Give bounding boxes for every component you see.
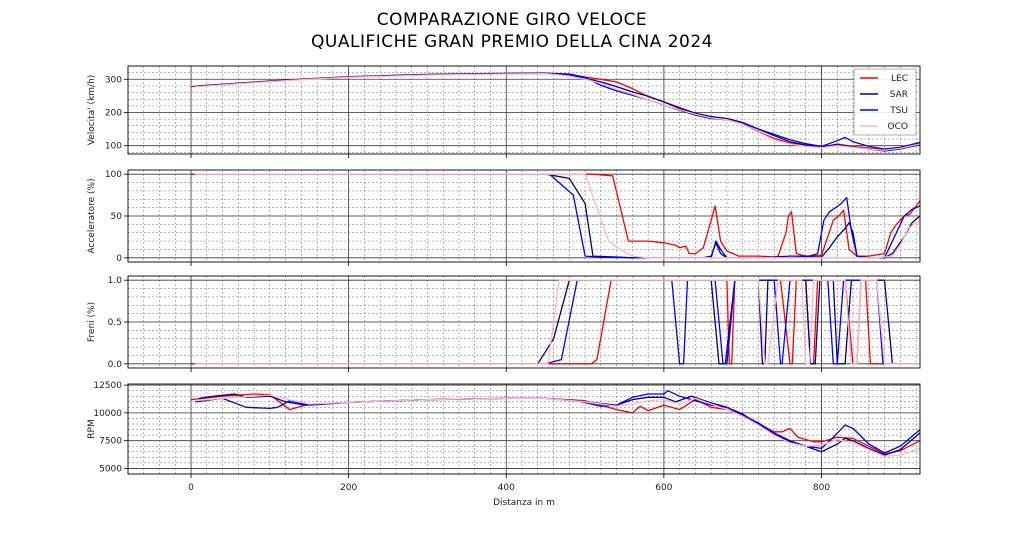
y-tick-label: 200 (105, 108, 122, 118)
y-tick-label: 50 (111, 212, 123, 222)
y-tick-label: 7500 (99, 437, 122, 447)
legend-label-oco: OCO (888, 122, 908, 132)
y-tick-label: 5000 (99, 464, 122, 474)
x-tick-label: 800 (813, 483, 830, 493)
y-axis-label: RPM (87, 419, 97, 438)
panel-frame (127, 65, 921, 155)
x-tick-label: 0 (188, 483, 194, 493)
panel-throttle: 0 50 100 Acceleratore (%) (87, 169, 921, 266)
legend: LEC SAR TSU OCO (853, 68, 917, 136)
panel-rpm: 5000 7500 10000 12500 RPM 0 200 400 600 800 (87, 381, 921, 493)
series-line-lec (190, 72, 921, 151)
y-tick-label: 0 (116, 254, 122, 264)
y-axis-label: Freni (%) (87, 302, 97, 342)
legend-label-sar: SAR (890, 90, 908, 100)
legend-label-lec: LEC (891, 74, 908, 84)
x-axis-label: Distanza in m (493, 498, 555, 508)
series-line-oco (195, 279, 920, 365)
series-line-oco (194, 394, 921, 457)
panel-speed: 100 200 300 Velocita' (km/h) LEC SAR TSU OCO (87, 65, 921, 158)
series-line-oco (194, 72, 921, 151)
x-tick-label: 600 (655, 483, 672, 493)
x-tick-label: 400 (498, 483, 515, 493)
series-line-tsu (194, 390, 921, 454)
y-tick-label: 0.5 (108, 318, 122, 328)
chart-title-line-2: QUALIFICHE GRAN PREMIO DELLA CINA 2024 (311, 32, 713, 52)
y-tick-label: 0.0 (108, 360, 123, 370)
y-tick-label: 100 (105, 170, 122, 180)
panel-frame (127, 383, 921, 475)
y-tick-label: 300 (105, 75, 122, 85)
y-axis-label: Acceleratore (%) (87, 178, 97, 253)
legend-label-tsu: TSU (889, 106, 908, 116)
series-line-oco (195, 173, 921, 259)
legend-box (853, 68, 917, 136)
y-tick-label: 1.0 (108, 276, 123, 286)
series-line-tsu (194, 72, 921, 150)
y-axis-label: Velocita' (km/h) (87, 75, 97, 146)
y-tick-label: 100 (105, 142, 122, 152)
y-tick-label: 10000 (93, 409, 122, 419)
y-tick-label: 12500 (93, 381, 122, 391)
chart-title-line-1: COMPARAZIONE GIRO VELOCE (377, 10, 647, 30)
panel-brake: 0.0 0.5 1.0 Freni (%) (87, 275, 921, 372)
x-tick-label: 200 (340, 483, 357, 493)
